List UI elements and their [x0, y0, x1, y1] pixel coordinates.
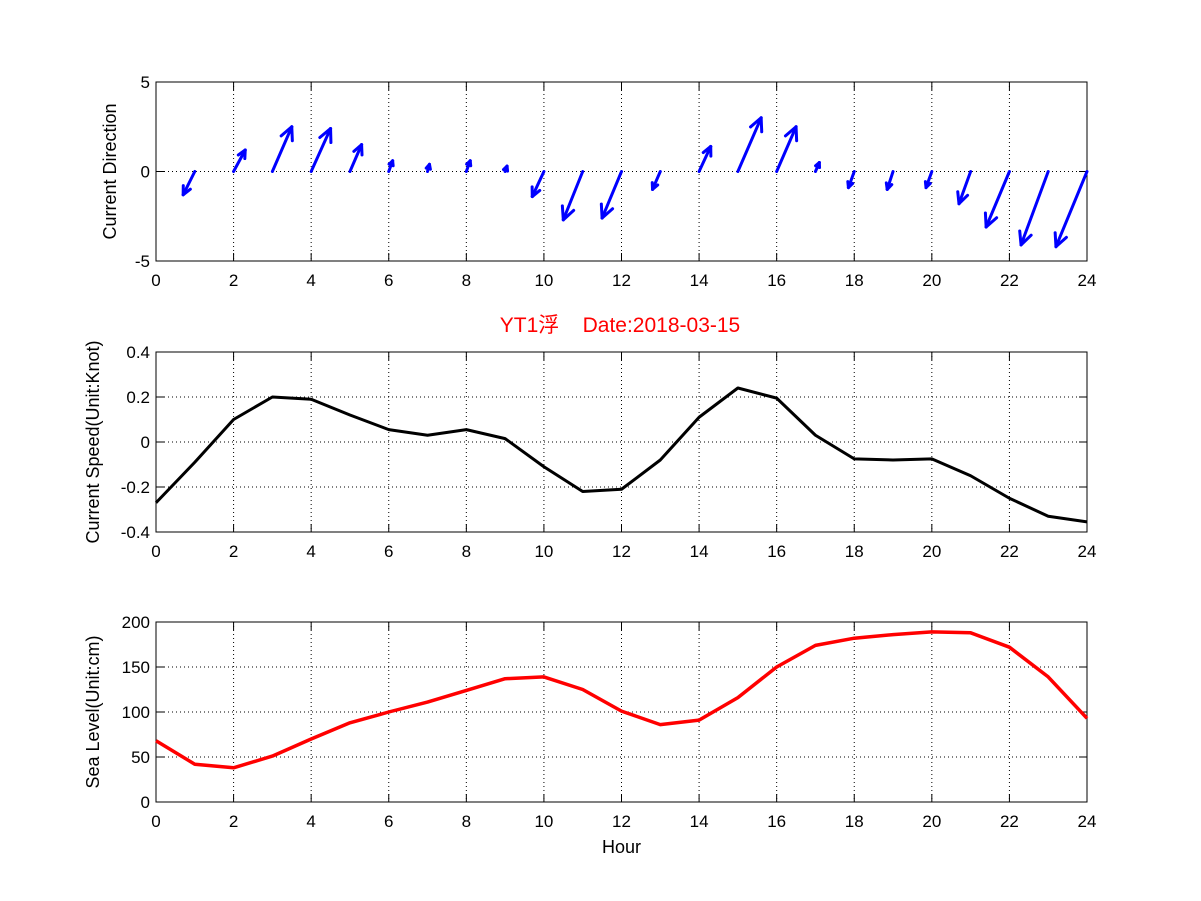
speed-xtick-label: 18 [845, 542, 864, 561]
direction-arrow [697, 144, 713, 173]
direction-y-axis-label: Current Direction [100, 103, 120, 239]
direction-arrow [650, 170, 662, 191]
sealevel-ytick-label: 50 [131, 748, 150, 767]
sealevel-ytick-label: 150 [122, 658, 150, 677]
direction-arrow [232, 148, 247, 173]
speed-ytick-label: 0 [141, 433, 150, 452]
direction-ytick-label: 5 [141, 73, 150, 92]
direction-xtick-label: 18 [845, 271, 864, 290]
direction-arrow [309, 127, 333, 173]
speed-xtick-label: 16 [767, 542, 786, 561]
speed-xtick-label: 12 [612, 542, 631, 561]
sealevel-xtick-label: 6 [384, 812, 393, 831]
sealevel-xtick-label: 10 [534, 812, 553, 831]
direction-xtick-label: 16 [767, 271, 786, 290]
direction-xtick-label: 10 [534, 271, 553, 290]
direction-arrow [464, 159, 473, 173]
speed-ytick-label: -0.4 [121, 523, 150, 542]
sealevel-series-line [155, 630, 1089, 770]
direction-arrow [813, 161, 822, 173]
direction-xtick-label: 2 [229, 271, 238, 290]
chart-title: YT1浮 Date:2018-03-15 [500, 314, 740, 337]
sealevel-xtick-label: 24 [1078, 812, 1097, 831]
speed-xtick-label: 6 [384, 542, 393, 561]
direction-arrow [599, 170, 623, 220]
sealevel-xtick-label: 18 [845, 812, 864, 831]
direction-arrow [530, 170, 546, 199]
speed-xtick-label: 8 [462, 542, 471, 561]
speed-xtick-label: 20 [922, 542, 941, 561]
sealevel-xtick-label: 12 [612, 812, 631, 831]
direction-arrow [736, 116, 764, 173]
direction-xtick-label: 4 [306, 271, 315, 290]
direction-xtick-label: 22 [1000, 271, 1019, 290]
speed-ytick-label: 0.2 [126, 388, 150, 407]
current-speed-panel: 0 2 4 6 8 10 12 14 16 18 20 22 24-0.4-0.200.20.4Curr… [83, 340, 1096, 561]
direction-arrow [181, 170, 197, 197]
speed-xtick-label: 24 [1078, 542, 1097, 561]
speed-xtick-label: 14 [690, 542, 709, 561]
direction-xtick-label: 0 [151, 271, 160, 290]
sealevel-xtick-label: 16 [767, 812, 786, 831]
speed-ytick-label: 0.4 [126, 343, 150, 362]
sealevel-xtick-label: 2 [229, 812, 238, 831]
sealevel-xtick-label: 8 [462, 812, 471, 831]
sealevel-xtick-label: 0 [151, 812, 160, 831]
direction-arrow [387, 159, 395, 173]
speed-ytick-label: -0.2 [121, 478, 150, 497]
speed-y-axis-label: Current Speed(Unit:Knot) [83, 340, 103, 543]
direction-arrow [348, 143, 364, 173]
sealevel-xtick-label: 22 [1000, 812, 1019, 831]
direction-xtick-label: 14 [690, 271, 709, 290]
sealevel-y-axis-label: Sea Level(Unit:cm) [83, 635, 103, 788]
sealevel-ytick-label: 100 [122, 703, 150, 722]
sealevel-xtick-label: 14 [690, 812, 709, 831]
sealevel-xtick-label: 20 [922, 812, 941, 831]
direction-arrow [1053, 170, 1089, 249]
sealevel-x-axis-label: Hour [602, 837, 641, 857]
direction-xtick-label: 6 [384, 271, 393, 290]
direction-arrow [270, 125, 294, 173]
speed-xtick-label: 10 [534, 542, 553, 561]
direction-arrow [846, 170, 856, 190]
direction-xtick-label: 20 [922, 271, 941, 290]
speed-xtick-label: 4 [306, 542, 315, 561]
direction-arrow [983, 170, 1011, 229]
direction-xtick-label: 24 [1078, 271, 1097, 290]
direction-arrow [1018, 170, 1050, 247]
direction-xtick-label: 8 [462, 271, 471, 290]
direction-arrow [501, 164, 510, 173]
direction-arrow [775, 125, 799, 173]
direction-arrow [923, 170, 934, 190]
speed-xtick-label: 2 [229, 542, 238, 561]
direction-arrow [884, 170, 895, 191]
direction-xtick-label: 12 [612, 271, 631, 290]
sealevel-ytick-label: 0 [141, 793, 150, 812]
direction-ytick-label: 0 [141, 163, 150, 182]
direction-arrow [560, 170, 585, 222]
sealevel-xtick-label: 4 [306, 812, 315, 831]
speed-xtick-label: 0 [151, 542, 160, 561]
direction-arrow [424, 162, 432, 173]
speed-xtick-label: 22 [1000, 542, 1019, 561]
direction-arrow [956, 170, 973, 206]
direction-ytick-label: -5 [135, 252, 150, 271]
sealevel-ytick-label: 200 [122, 613, 150, 632]
